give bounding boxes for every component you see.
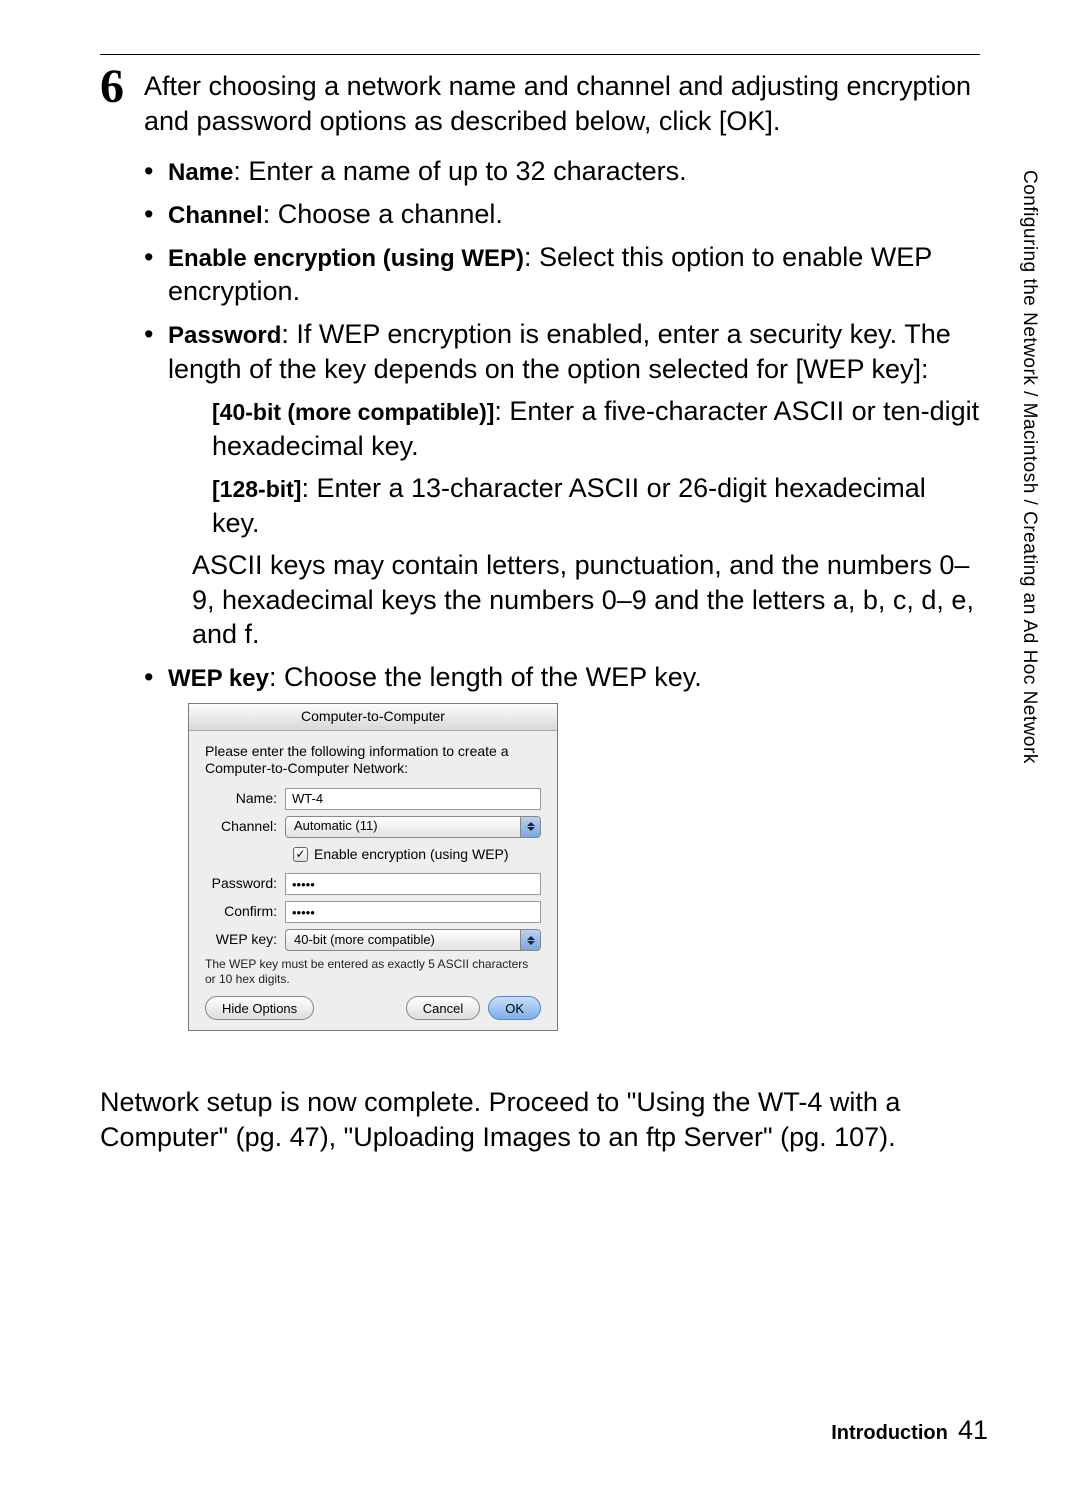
bullet-wepkey: WEP key: Choose the length of the WEP ke… [144,660,980,695]
bullet-channel-text: : Choose a channel. [263,199,503,229]
channel-value: Automatic (11) [294,818,520,835]
page-content: 6 After choosing a network name and chan… [100,54,980,1154]
step-row: 6 After choosing a network name and chan… [100,63,980,138]
dialog-instruction: Please enter the following information t… [205,743,541,778]
closing-paragraph: Network setup is now complete. Proceed t… [100,1085,980,1154]
row-enable-encryption: ✓ Enable encryption (using WEP) [293,846,541,864]
enable-encryption-checkbox[interactable]: ✓ [293,847,308,862]
dialog-title: Computer-to-Computer [189,704,557,731]
label-confirm: Confirm: [205,903,285,921]
bullet-wepkey-text: : Choose the length of the WEP key. [269,662,702,692]
dialog-container: Computer-to-Computer Please enter the fo… [188,703,980,1032]
step-number: 6 [100,63,140,111]
row-password: Password: [205,873,541,895]
bullet-list: Name: Enter a name of up to 32 character… [144,154,980,1031]
ok-button[interactable]: OK [488,996,541,1020]
row-channel: Channel: Automatic (11) [205,816,541,838]
dialog: Computer-to-Computer Please enter the fo… [188,703,558,1032]
dialog-body: Please enter the following information t… [189,731,557,1031]
side-breadcrumb: Configuring the Network / Macintosh / Cr… [1016,170,1040,870]
dropdown-arrows-icon [520,817,540,837]
bullet-channel-label: Channel [168,202,263,229]
bullet-wepkey-label: WEP key [168,665,269,692]
dropdown-arrows-icon [520,930,540,950]
bullet-password: Password: If WEP encryption is enabled, … [144,317,980,652]
hide-options-button[interactable]: Hide Options [205,996,314,1020]
label-password: Password: [205,875,285,893]
bullet-password-label: Password [168,322,281,349]
bullet-password-text: : If WEP encryption is enabled, enter a … [168,319,951,384]
label-channel: Channel: [205,818,285,836]
bullet-name-label: Name [168,159,233,186]
name-input[interactable] [285,788,541,810]
wepkey-value: 40-bit (more compatible) [294,932,520,949]
ascii-note: ASCII keys may contain letters, punctuat… [192,548,980,652]
wepkey-select[interactable]: 40-bit (more compatible) [285,929,541,951]
channel-select[interactable]: Automatic (11) [285,816,541,838]
dialog-button-row: Hide Options Cancel OK [205,996,541,1020]
bullet-channel: Channel: Choose a channel. [144,197,980,232]
enable-encryption-label: Enable encryption (using WEP) [314,846,509,864]
bullet-wep128-text: : Enter a 13-character ASCII or 26-digit… [212,473,926,538]
bullet-wep128: [128-bit]: Enter a 13-character ASCII or… [212,471,980,540]
bullet-enable: Enable encryption (using WEP): Select th… [144,240,980,309]
page-footer: Introduction 41 [831,1415,988,1446]
footer-page-number: 41 [958,1415,988,1445]
label-name: Name: [205,790,285,808]
label-wepkey: WEP key: [205,931,285,949]
top-rule [100,54,980,55]
confirm-input[interactable] [285,901,541,923]
row-name: Name: [205,788,541,810]
row-confirm: Confirm: [205,901,541,923]
checkmark-icon: ✓ [295,848,305,860]
row-wepkey: WEP key: 40-bit (more compatible) [205,929,541,951]
footer-section-label: Introduction [831,1422,948,1444]
bullet-wep40-label: [40-bit (more compatible)] [212,399,494,425]
bullet-enable-label: Enable encryption (using WEP) [168,245,524,272]
bullet-wep128-label: [128-bit] [212,476,301,502]
bullet-name-text: : Enter a name of up to 32 characters. [233,156,686,186]
bullet-name: Name: Enter a name of up to 32 character… [144,154,980,189]
wep-help-text: The WEP key must be entered as exactly 5… [205,957,541,986]
password-input[interactable] [285,873,541,895]
bullet-wep40: [40-bit (more compatible)]: Enter a five… [212,394,980,463]
step-intro: After choosing a network name and channe… [144,63,980,138]
cancel-button[interactable]: Cancel [406,996,480,1020]
